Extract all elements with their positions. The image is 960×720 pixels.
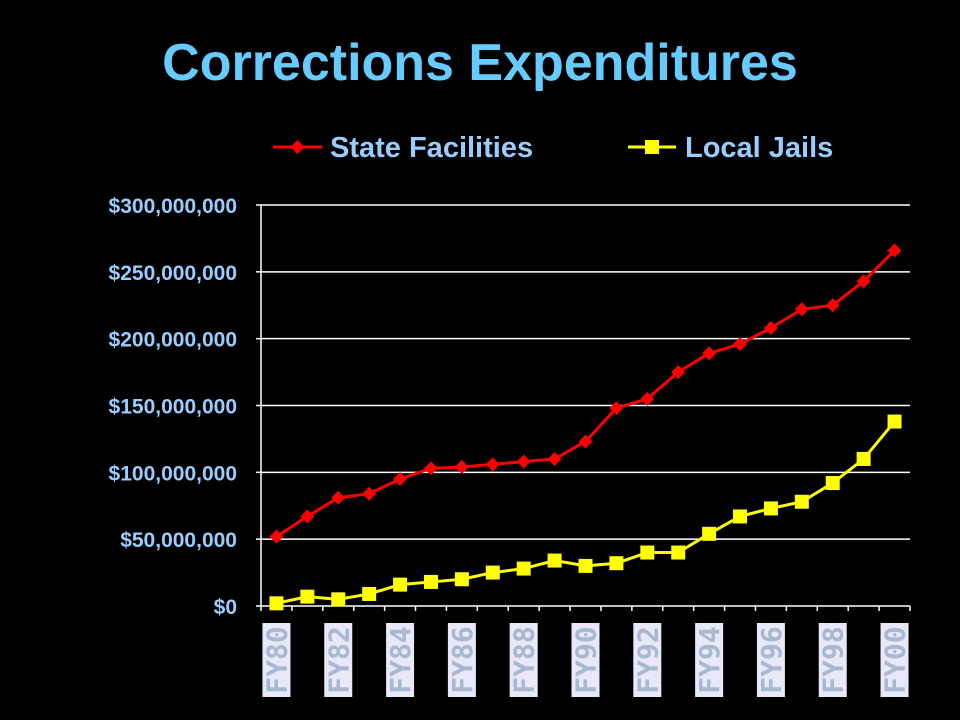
local-jails-point xyxy=(645,140,659,154)
series-layer xyxy=(269,243,902,611)
state-facilities-point xyxy=(763,320,778,335)
x-tick-label-text: FY92 xyxy=(631,626,664,693)
local-jails-point xyxy=(640,545,655,560)
state-facilities-point xyxy=(362,486,377,501)
state-facilities-point xyxy=(269,529,284,544)
state-facilities-point xyxy=(640,391,655,406)
state-facilities-point xyxy=(300,509,315,524)
local-jails-point xyxy=(300,589,315,604)
local-jails-point xyxy=(516,561,531,576)
y-tick-label: $200,000,000 xyxy=(109,329,237,352)
chart-title: Corrections Expenditures xyxy=(162,34,798,92)
x-tick-label-bg xyxy=(509,623,538,697)
state-facilities-point xyxy=(393,472,408,487)
x-tick-label: FY92 xyxy=(631,623,664,697)
y-tick-label: $300,000,000 xyxy=(109,195,237,218)
local-jails-line xyxy=(276,420,896,605)
state-facilities-point xyxy=(609,401,624,416)
y-tick-label: $50,000,000 xyxy=(120,529,237,552)
y-tick-label: $150,000,000 xyxy=(109,396,237,419)
x-tick-label-text: FY98 xyxy=(817,626,850,693)
state-facilities-point xyxy=(733,337,748,352)
local-jails-point xyxy=(671,545,686,560)
state-facilities-point xyxy=(454,459,469,474)
x-tick-label-bg xyxy=(386,623,415,697)
state-facilities-point xyxy=(578,434,593,449)
x-tick-labels: FY80 FY82 FY84 FY86 FY88 FY90 FY92 FY94 FY96 FY98… xyxy=(260,623,912,697)
local-jails-point xyxy=(454,572,469,587)
x-tick-label: FY82 xyxy=(322,623,355,697)
x-tick-label-text: FY84 xyxy=(384,626,417,693)
local-jails-series xyxy=(269,414,902,611)
x-tick-label-text: FY00 xyxy=(879,626,912,693)
x-tick-label-bg xyxy=(324,623,353,697)
x-tick-label-bg xyxy=(633,623,662,697)
x-tick-label-bg xyxy=(695,623,724,697)
x-tick-label: FY98 xyxy=(817,623,850,697)
state-facilities-point xyxy=(516,454,531,469)
x-tick-label: FY90 xyxy=(570,623,603,697)
local-jails-point xyxy=(763,501,778,516)
local-jails-point xyxy=(578,558,593,573)
state-facilities-point xyxy=(825,298,840,313)
local-jails-point xyxy=(794,494,809,509)
local-jails-point xyxy=(423,574,438,589)
local-jails-point xyxy=(485,565,500,580)
local-jails-point xyxy=(887,414,902,429)
x-tick-label-bg xyxy=(262,623,291,697)
x-tick-label-bg xyxy=(818,623,847,697)
gridlines xyxy=(256,204,910,607)
x-tick-label: FY80 xyxy=(260,623,293,697)
y-tick-labels: $0 $50,000,000 $100,000,000 $150,000,000 $20… xyxy=(109,195,237,619)
x-tick-label-text: FY82 xyxy=(322,626,355,693)
local-jails-point xyxy=(825,476,840,491)
state-facilities-point xyxy=(485,457,500,472)
local-jails-point xyxy=(547,553,562,568)
local-jails-point xyxy=(362,586,377,601)
x-tick-label: FY86 xyxy=(446,623,479,697)
x-tick-label-text: FY80 xyxy=(260,626,293,693)
state-facilities-series xyxy=(269,243,902,544)
x-tick-label-text: FY90 xyxy=(570,626,603,693)
axes xyxy=(260,205,911,611)
x-tick-label: FY84 xyxy=(384,623,417,697)
x-tick-label: FY94 xyxy=(693,623,726,697)
x-tick-label-text: FY94 xyxy=(693,626,726,693)
x-tick-label-text: FY86 xyxy=(446,626,479,693)
x-tick-label-bg xyxy=(571,623,600,697)
local-jails-point xyxy=(393,577,408,592)
legend-local-jails: Local Jails xyxy=(628,132,833,164)
x-tick-label-bg xyxy=(447,623,476,697)
local-jails-point xyxy=(733,509,748,524)
state-facilities-point xyxy=(423,461,438,476)
state-facilities-point xyxy=(856,274,871,289)
x-tick-label-bg xyxy=(880,623,909,697)
x-tick-label-bg xyxy=(756,623,785,697)
local-jails-point xyxy=(609,556,624,571)
x-tick-label: FY00 xyxy=(879,623,912,697)
legend: State Facilities Local Jails xyxy=(273,132,833,164)
x-tick-label: FY96 xyxy=(755,623,788,697)
state-facilities-point xyxy=(794,302,809,317)
state-facilities-point xyxy=(331,490,346,505)
x-tick-label: FY88 xyxy=(508,623,541,697)
state-facilities-point xyxy=(547,451,562,466)
state-facilities-point xyxy=(702,346,717,361)
legend-state-facilities: State Facilities xyxy=(273,132,533,164)
local-jails-point xyxy=(856,451,871,466)
state-facilities-point xyxy=(887,243,902,258)
local-jails-point xyxy=(331,592,346,607)
local-jails-point xyxy=(269,596,284,611)
legend-label: Local Jails xyxy=(685,132,833,164)
state-facilities-point xyxy=(671,365,686,380)
x-tick-label-text: FY88 xyxy=(508,626,541,693)
state-facilities-point xyxy=(290,140,305,154)
y-tick-label: $100,000,000 xyxy=(109,462,237,485)
local-jails-point xyxy=(702,526,717,541)
y-tick-label: $250,000,000 xyxy=(109,262,237,285)
legend-label: State Facilities xyxy=(330,132,533,164)
y-tick-label: $0 xyxy=(214,596,237,619)
x-tick-label-text: FY96 xyxy=(755,626,788,693)
